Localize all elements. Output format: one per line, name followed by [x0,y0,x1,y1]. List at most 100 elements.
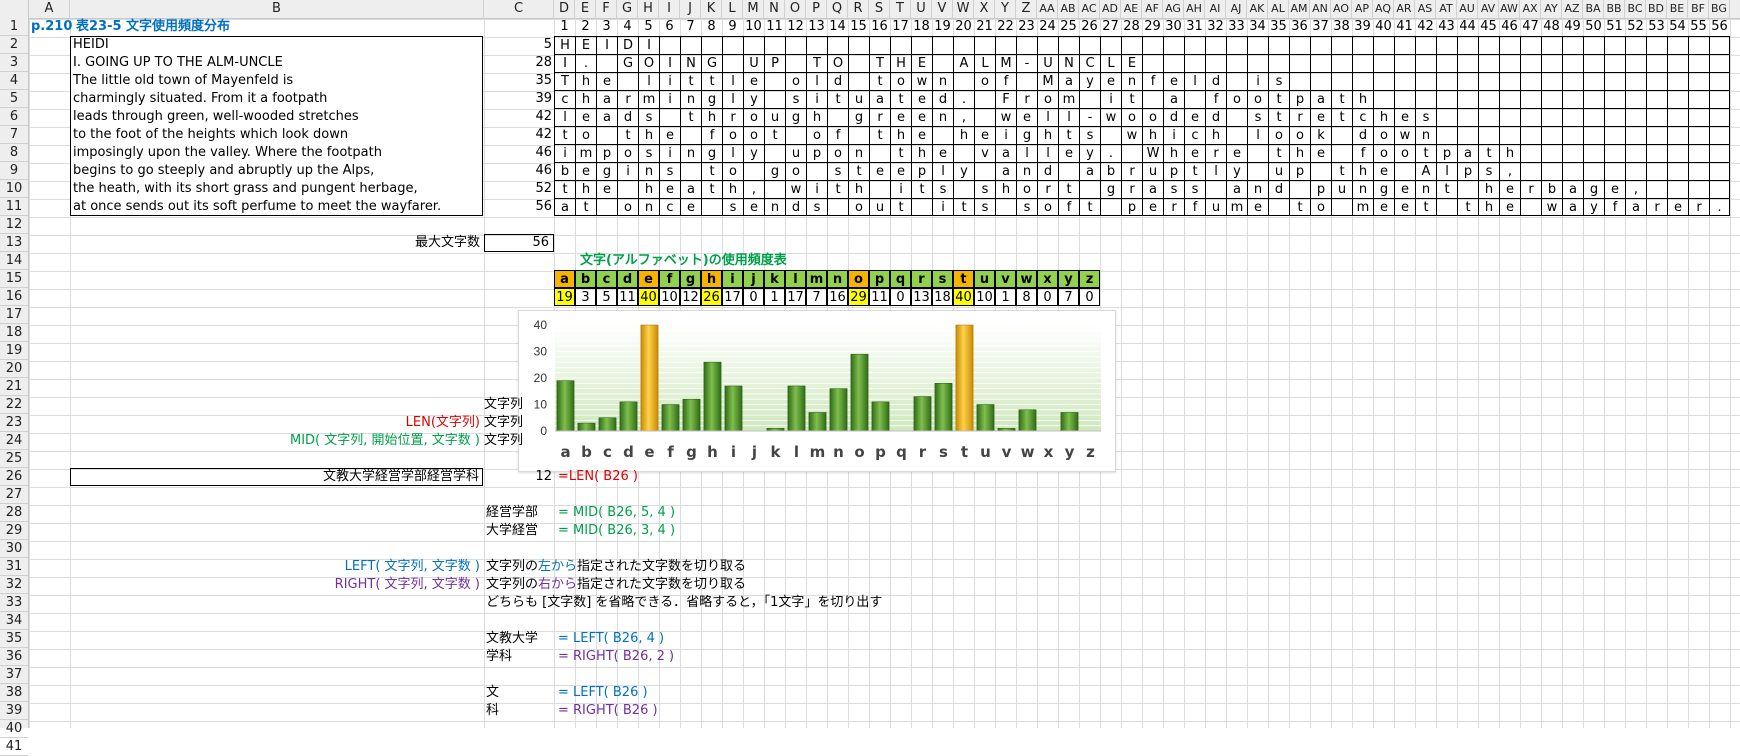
char-cell[interactable]: o [785,162,806,180]
char-cell[interactable] [1541,90,1562,108]
char-cell[interactable]: e [659,126,680,144]
col-header[interactable]: P [806,0,827,18]
char-cell[interactable]: d [1163,108,1184,126]
char-cell[interactable]: p [1310,180,1331,198]
char-cell[interactable] [1457,72,1478,90]
char-cell[interactable]: o [743,126,764,144]
char-cell[interactable]: n [1247,180,1268,198]
freq-letter-q[interactable]: q [890,270,911,288]
char-cell[interactable]: M [1037,72,1058,90]
col-number[interactable]: 26 [1081,19,1098,34]
col-header[interactable]: AT [1436,0,1457,18]
char-cell[interactable] [1541,108,1562,126]
col-header[interactable]: AH [1184,0,1205,18]
char-cell[interactable]: s [806,198,827,216]
freq-letter-p[interactable]: p [869,270,890,288]
cell-d26[interactable]: =LEN( B26 ) [558,469,638,484]
char-cell[interactable]: e [743,72,764,90]
char-cell[interactable] [701,198,722,216]
char-cell[interactable] [1478,108,1499,126]
char-cell[interactable]: H [554,36,575,54]
row-header[interactable]: 22 [0,396,28,414]
char-cell[interactable]: y [1079,72,1100,90]
char-cell[interactable]: a [1058,72,1079,90]
char-cell[interactable] [1100,126,1121,144]
col-number[interactable]: 14 [829,19,846,34]
row-header[interactable]: 6 [0,108,28,126]
char-cell[interactable] [1688,72,1709,90]
col-header[interactable]: AS [1415,0,1436,18]
row-header[interactable]: 24 [0,432,28,450]
col-header[interactable]: U [911,0,932,18]
char-cell[interactable]: P [764,54,785,72]
freq-count-m[interactable]: 7 [806,288,827,306]
char-cell[interactable] [1562,90,1583,108]
char-cell[interactable]: t [890,144,911,162]
char-cell[interactable] [1079,90,1100,108]
char-cell[interactable]: t [1268,108,1289,126]
char-cell[interactable]: o [617,198,638,216]
col-number[interactable]: 15 [850,19,867,34]
char-cell[interactable]: t [1268,144,1289,162]
cell-c2[interactable]: 5 [543,37,552,52]
char-cell[interactable] [1709,72,1730,90]
char-cell[interactable] [1205,54,1226,72]
char-cell[interactable] [1520,108,1541,126]
char-cell[interactable]: o [1373,126,1394,144]
char-cell[interactable] [785,36,806,54]
char-cell[interactable] [1247,54,1268,72]
char-cell[interactable]: u [764,108,785,126]
col-number[interactable]: 28 [1123,19,1140,34]
bar-y[interactable] [1060,412,1079,432]
freq-count-s[interactable]: 18 [932,288,953,306]
char-cell[interactable]: w [1541,198,1562,216]
char-cell[interactable]: g [596,162,617,180]
char-cell[interactable] [1709,108,1730,126]
char-cell[interactable]: i [932,198,953,216]
char-cell[interactable]: I [659,54,680,72]
col-header[interactable]: Q [827,0,848,18]
char-cell[interactable] [1205,180,1226,198]
freq-letter-o[interactable]: o [848,270,869,288]
char-cell[interactable] [1562,126,1583,144]
char-cell[interactable] [1583,144,1604,162]
char-cell[interactable] [1457,126,1478,144]
char-cell[interactable]: o [1121,108,1142,126]
col-header[interactable]: AJ [1226,0,1247,18]
char-cell[interactable] [1289,54,1310,72]
char-cell[interactable]: W [1142,144,1163,162]
char-cell[interactable]: e [932,144,953,162]
char-cell[interactable]: e [596,72,617,90]
char-cell[interactable]: o [743,108,764,126]
col-header[interactable]: G [617,0,638,18]
freq-letter-j[interactable]: j [743,270,764,288]
char-cell[interactable]: o [1142,108,1163,126]
char-cell[interactable]: t [1331,90,1352,108]
char-cell[interactable] [1709,90,1730,108]
char-cell[interactable] [1016,36,1037,54]
col-number[interactable]: 13 [808,19,825,34]
col-header[interactable]: BA [1583,0,1604,18]
freq-count-d[interactable]: 11 [617,288,638,306]
char-cell[interactable]: , [1625,180,1646,198]
char-cell[interactable]: p [1121,198,1142,216]
char-cell[interactable]: g [1583,180,1604,198]
char-cell[interactable] [1520,72,1541,90]
col-number[interactable]: 49 [1564,19,1581,34]
char-cell[interactable]: e [974,126,995,144]
char-cell[interactable]: m [1226,198,1247,216]
char-cell[interactable]: n [932,72,953,90]
char-cell[interactable] [1520,54,1541,72]
char-cell[interactable] [785,54,806,72]
col-number[interactable]: 43 [1438,19,1455,34]
char-cell[interactable]: a [1079,162,1100,180]
bar-o[interactable] [850,353,869,432]
char-cell[interactable]: m [1352,198,1373,216]
cell-c36[interactable]: 学科 [486,649,513,664]
char-cell[interactable]: h [722,180,743,198]
char-cell[interactable]: a [1562,198,1583,216]
char-cell[interactable]: l [722,72,743,90]
char-cell[interactable] [1709,180,1730,198]
char-cell[interactable] [1289,36,1310,54]
freq-count-i[interactable]: 17 [722,288,743,306]
